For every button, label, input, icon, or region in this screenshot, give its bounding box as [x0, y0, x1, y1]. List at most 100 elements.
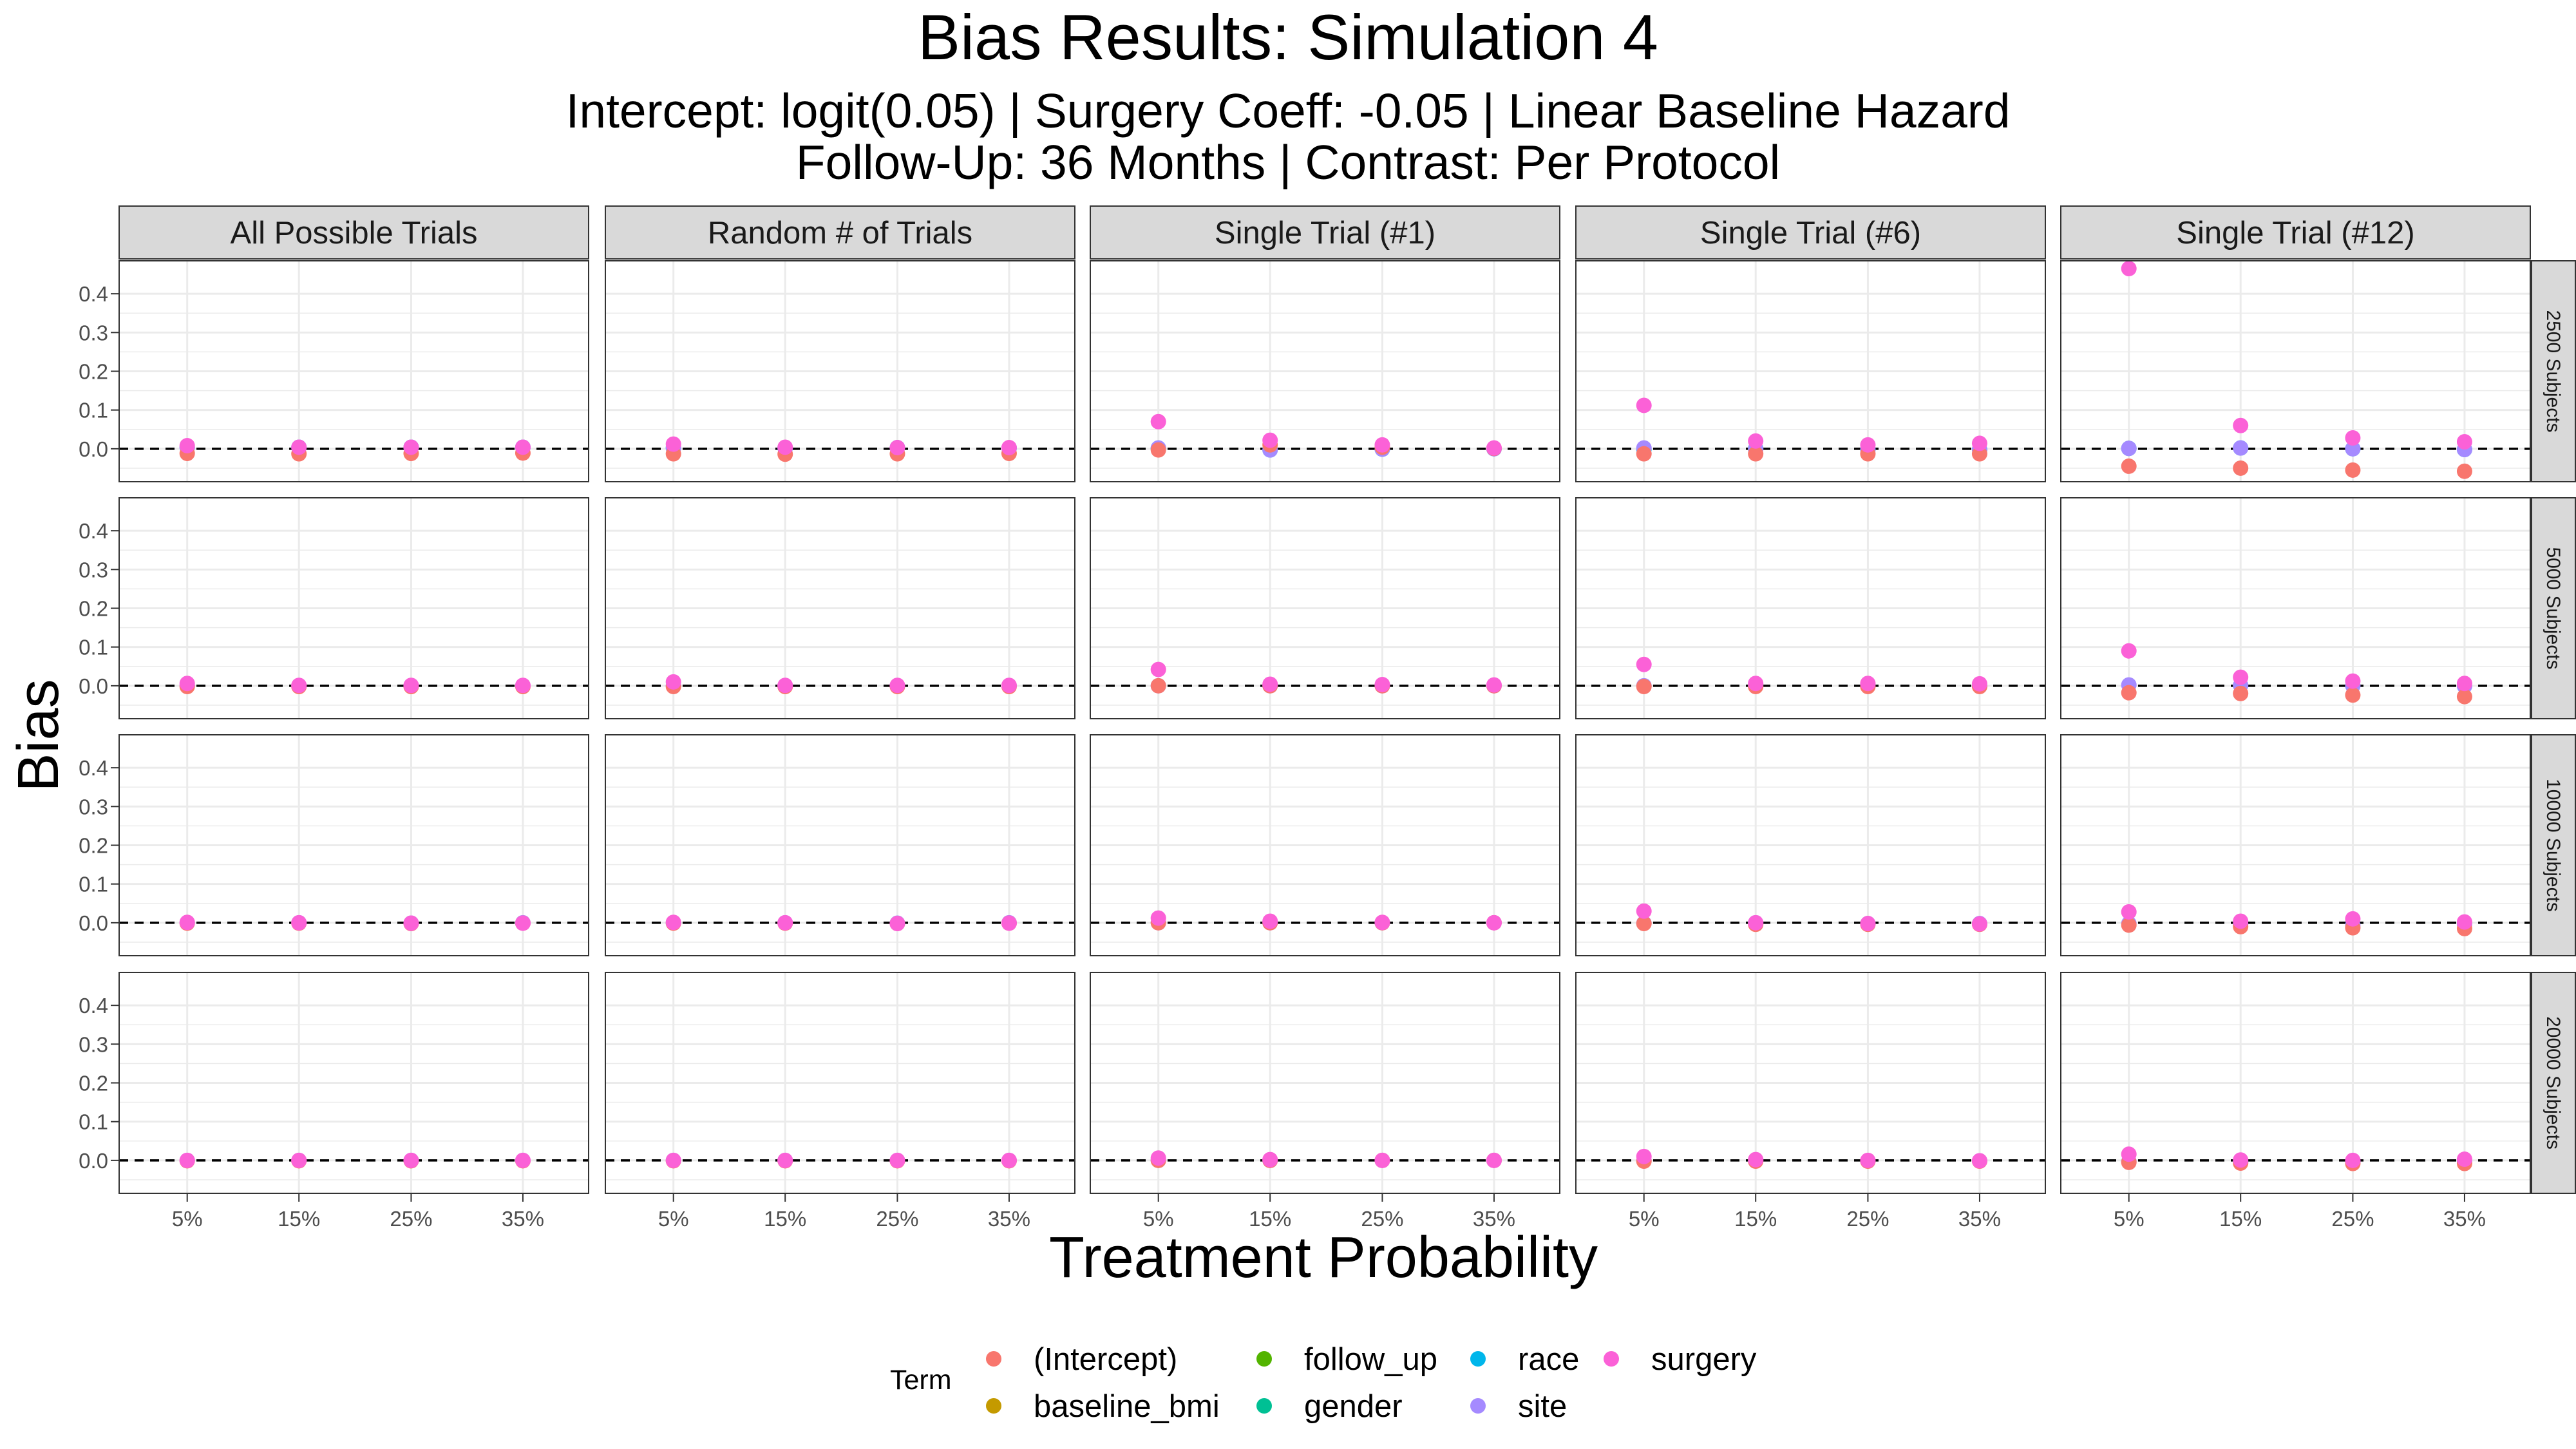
data-point-intercept [1150, 677, 1166, 694]
column-strip-background [2060, 205, 2531, 260]
data-point-surgery [889, 677, 905, 694]
legend-label: (Intercept) [1034, 1342, 1177, 1377]
data-point-surgery [1001, 915, 1017, 931]
x-tick-label: 15% [764, 1207, 806, 1231]
panel-20000-subjects-single-trial-6 [1575, 972, 2046, 1194]
data-point-surgery [2456, 914, 2472, 930]
data-point-surgery [179, 676, 195, 692]
data-point-surgery [1374, 677, 1390, 693]
data-point-intercept [2121, 917, 2137, 933]
x-tick-label: 35% [1473, 1207, 1515, 1231]
data-point-intercept [1636, 916, 1652, 932]
x-axis-title: Treatment Probability [1049, 1226, 1598, 1290]
panel-border [2060, 497, 2531, 719]
y-tick-label: 0.4 [79, 756, 108, 780]
y-tick-label: 0.0 [79, 437, 108, 461]
data-point-intercept [2121, 685, 2137, 701]
panel-border [1090, 972, 1560, 1194]
data-point-surgery [403, 439, 419, 455]
data-point-intercept [1748, 446, 1764, 462]
data-point-surgery [179, 438, 195, 454]
y-tick-label: 0.3 [79, 795, 108, 819]
row-strip-label: 2500 Subjects [2543, 310, 2564, 432]
y-tick-label: 0.2 [79, 597, 108, 621]
data-point-surgery [1971, 435, 1987, 451]
column-strip-label: All Possible Trials [231, 216, 478, 251]
legend-key-intercept [986, 1351, 1001, 1367]
data-point-surgery [1486, 914, 1502, 931]
row-strip-background [2531, 972, 2576, 1194]
data-point-surgery [179, 1152, 195, 1168]
panel-border [1090, 497, 1560, 719]
facet-column-strip-single-trial-12: Single Trial (#12) [2060, 205, 2531, 260]
facet-column-strip-all-possible-trials: All Possible Trials [118, 205, 589, 260]
data-point-surgery [2121, 1146, 2137, 1162]
facet-row-strip-2500-subjects: 2500 Subjects [2531, 260, 2576, 482]
x-tick-label: 35% [1958, 1207, 2001, 1231]
column-strip-label: Single Trial (#1) [1215, 216, 1435, 251]
legend-item-follow-up: follow_up [1256, 1342, 1437, 1377]
data-point-surgery [1971, 1153, 1987, 1169]
data-point-surgery [889, 1152, 905, 1168]
data-point-site [2121, 440, 2137, 457]
y-tick-label: 0.1 [79, 873, 108, 896]
data-point-surgery [179, 914, 195, 931]
panel-border [605, 972, 1075, 1194]
panel-10000-subjects-random-of-trials [605, 734, 1075, 956]
data-point-surgery [1486, 440, 1502, 456]
data-point-surgery [1262, 432, 1278, 448]
data-point-surgery [2345, 1152, 2361, 1168]
data-point-surgery [2456, 1151, 2472, 1168]
panel-5000-subjects-single-trial-12 [2060, 497, 2531, 719]
data-point-surgery [665, 1152, 681, 1168]
panel-10000-subjects-all-possible-trials [118, 734, 589, 956]
data-point-intercept [2456, 463, 2472, 479]
panel-border [605, 734, 1075, 956]
legend-item-surgery: surgery [1604, 1342, 1757, 1377]
legend-key-gender [1256, 1398, 1272, 1414]
column-strip-background [118, 205, 589, 260]
panel-border [1575, 497, 2046, 719]
legend-label: gender [1304, 1389, 1403, 1424]
panel-border [605, 260, 1075, 482]
row-strip-background [2531, 734, 2576, 956]
row-strip-label: 20000 Subjects [2543, 1016, 2564, 1150]
data-point-surgery [291, 439, 307, 455]
data-point-surgery [1001, 677, 1017, 694]
data-point-surgery [403, 677, 419, 694]
data-point-surgery [777, 1152, 793, 1168]
data-point-intercept [2233, 460, 2249, 476]
data-point-intercept [1636, 679, 1652, 695]
panel-border [118, 497, 589, 719]
data-point-surgery [777, 677, 793, 694]
y-tick-label: 0.1 [79, 636, 108, 659]
legend-key-follow-up [1256, 1351, 1272, 1367]
panel-2500-subjects-single-trial-1 [1090, 260, 1560, 482]
data-point-surgery [515, 439, 531, 455]
panel-10000-subjects-single-trial-6 [1575, 734, 2046, 956]
legend-item-race: race [1470, 1342, 1579, 1377]
data-point-surgery [2121, 643, 2137, 659]
panel-border [1575, 260, 2046, 482]
data-point-surgery [889, 916, 905, 932]
data-point-surgery [2345, 911, 2361, 927]
x-tick-label: 5% [1629, 1207, 1660, 1231]
data-point-surgery [1748, 433, 1764, 449]
x-tick-label: 35% [2443, 1207, 2486, 1231]
facet-column-strip-single-trial-6: Single Trial (#6) [1575, 205, 2046, 260]
panel-2500-subjects-all-possible-trials [118, 260, 589, 482]
x-tick-label: 35% [988, 1207, 1030, 1231]
panel-5000-subjects-random-of-trials [605, 497, 1075, 719]
data-point-surgery [2345, 430, 2361, 446]
x-tick-label: 25% [876, 1207, 918, 1231]
data-point-surgery [2121, 904, 2137, 920]
data-point-surgery [2233, 913, 2249, 929]
data-point-surgery [665, 914, 681, 931]
data-point-surgery [1971, 916, 1987, 932]
data-point-surgery [1150, 661, 1166, 677]
panel-border [1575, 734, 2046, 956]
column-strip-background [1090, 205, 1560, 260]
y-axis-title: Bias [6, 679, 71, 791]
panel-border [1575, 972, 2046, 1194]
row-strip-background [2531, 260, 2576, 482]
